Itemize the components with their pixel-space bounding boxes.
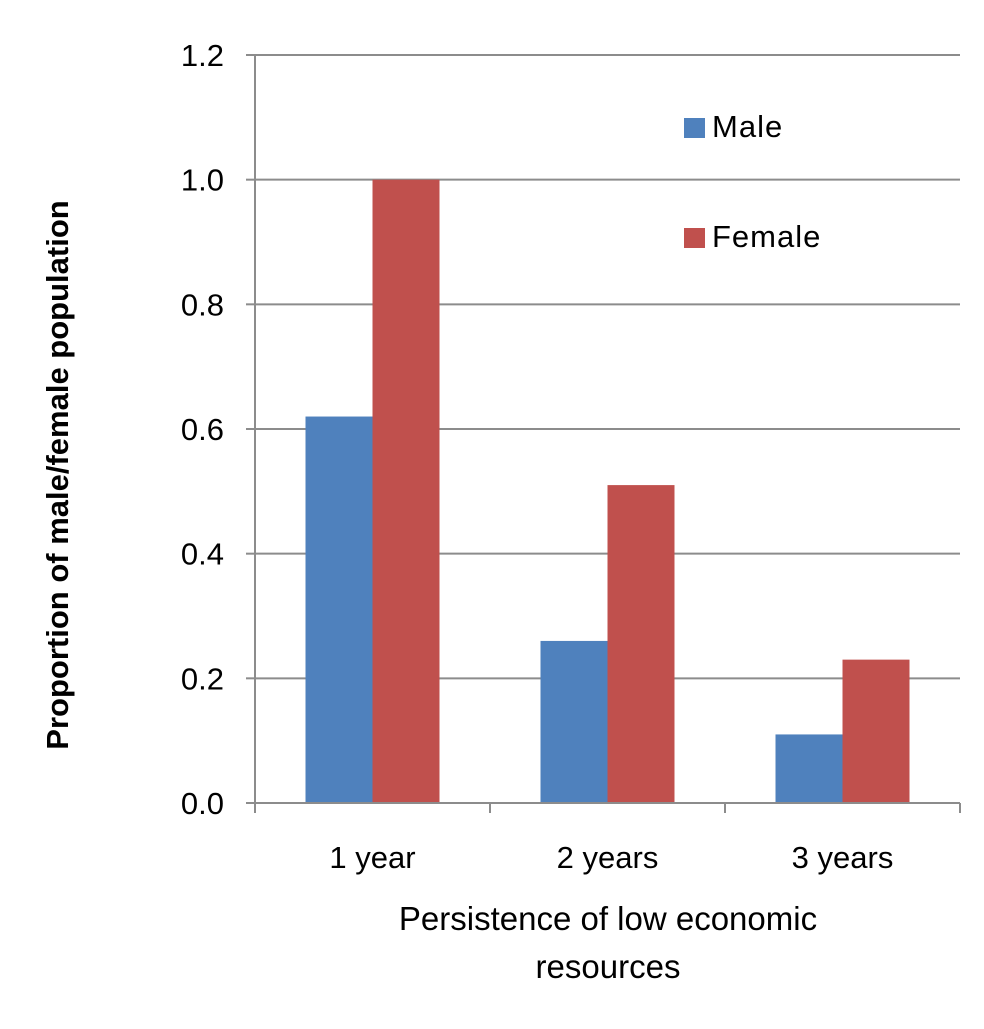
x-tick-label: 3 years <box>792 840 894 875</box>
legend-label-male: Male <box>712 109 783 144</box>
x-axis-title-line2: resources <box>536 948 681 985</box>
bar-female-1 <box>372 179 440 803</box>
bar-female-3 <box>842 659 910 803</box>
y-tick-label: 0.6 <box>181 412 224 447</box>
x-tick-label: 1 year <box>329 840 415 875</box>
y-tick-labels: 0.0 0.2 0.4 0.6 0.8 1.0 1.2 <box>181 38 224 821</box>
y-axis-title: Proportion of male/female population <box>40 200 75 749</box>
legend-swatch-female <box>684 228 705 248</box>
y-tick-label: 1.2 <box>181 38 224 73</box>
y-tick-label: 0.2 <box>181 661 224 696</box>
y-tick-label: 0.8 <box>181 287 224 322</box>
legend-label-female: Female <box>712 219 821 254</box>
y-tick-label: 0.0 <box>181 786 224 821</box>
y-tick-label: 1.0 <box>181 163 224 198</box>
legend: Male Female <box>684 109 821 254</box>
bar-male-1 <box>305 416 373 803</box>
legend-swatch-male <box>684 118 705 138</box>
y-tick-label: 0.4 <box>181 537 224 572</box>
bar-male-2 <box>540 640 608 803</box>
x-tick-label: 2 years <box>557 840 659 875</box>
bars <box>305 179 910 803</box>
x-axis-title-line1: Persistence of low economic <box>399 900 817 937</box>
x-tick-labels: 1 year 2 years 3 years <box>329 840 893 875</box>
bar-female-2 <box>607 485 675 803</box>
axes <box>246 54 961 813</box>
bar-male-3 <box>775 734 843 803</box>
